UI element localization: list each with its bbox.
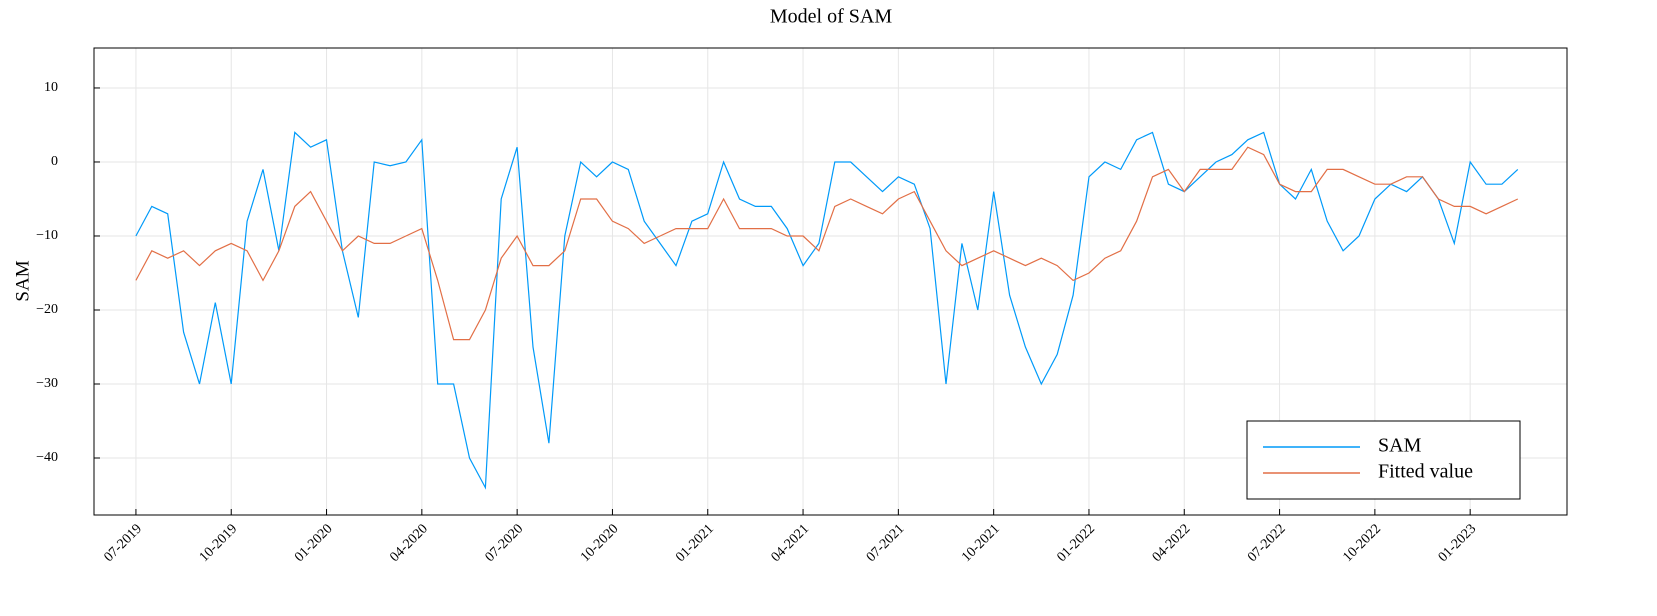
chart-title: Model of SAM xyxy=(770,6,892,28)
series-line xyxy=(135,146,1519,341)
x-tick-label: 10-2019 xyxy=(197,521,241,565)
x-tick-label: 07-2022 xyxy=(1245,521,1289,565)
y-tick-label: −10 xyxy=(36,228,58,243)
y-axis-label: SAM xyxy=(12,260,33,301)
x-tick-label: 04-2021 xyxy=(769,521,813,565)
x-tick-label: 01-2020 xyxy=(292,521,336,565)
x-tick-label: 07-2020 xyxy=(483,521,527,565)
y-tick-label: 10 xyxy=(44,80,58,95)
y-tick-label: 0 xyxy=(51,154,58,169)
legend-label: Fitted value xyxy=(1378,461,1473,483)
x-tick-label: 10-2022 xyxy=(1340,521,1384,565)
x-tick-label: 07-2021 xyxy=(864,521,908,565)
x-tick-label: 07-2019 xyxy=(101,521,145,565)
x-tick-label: 01-2023 xyxy=(1436,521,1480,565)
x-tick-label: 04-2020 xyxy=(387,521,431,565)
legend-label: SAM xyxy=(1378,435,1422,457)
x-tick-label: 10-2020 xyxy=(578,521,622,565)
x-tick-label: 01-2021 xyxy=(673,521,717,565)
y-tick-label: −30 xyxy=(36,376,58,391)
x-tick-label: 04-2022 xyxy=(1150,521,1194,565)
plot-frame xyxy=(93,47,1568,516)
x-tick-label: 01-2022 xyxy=(1054,521,1098,565)
y-tick-label: −40 xyxy=(36,450,58,465)
legend-box xyxy=(1246,420,1521,500)
x-tick-label: 10-2021 xyxy=(959,521,1003,565)
y-tick-label: −20 xyxy=(36,302,58,317)
